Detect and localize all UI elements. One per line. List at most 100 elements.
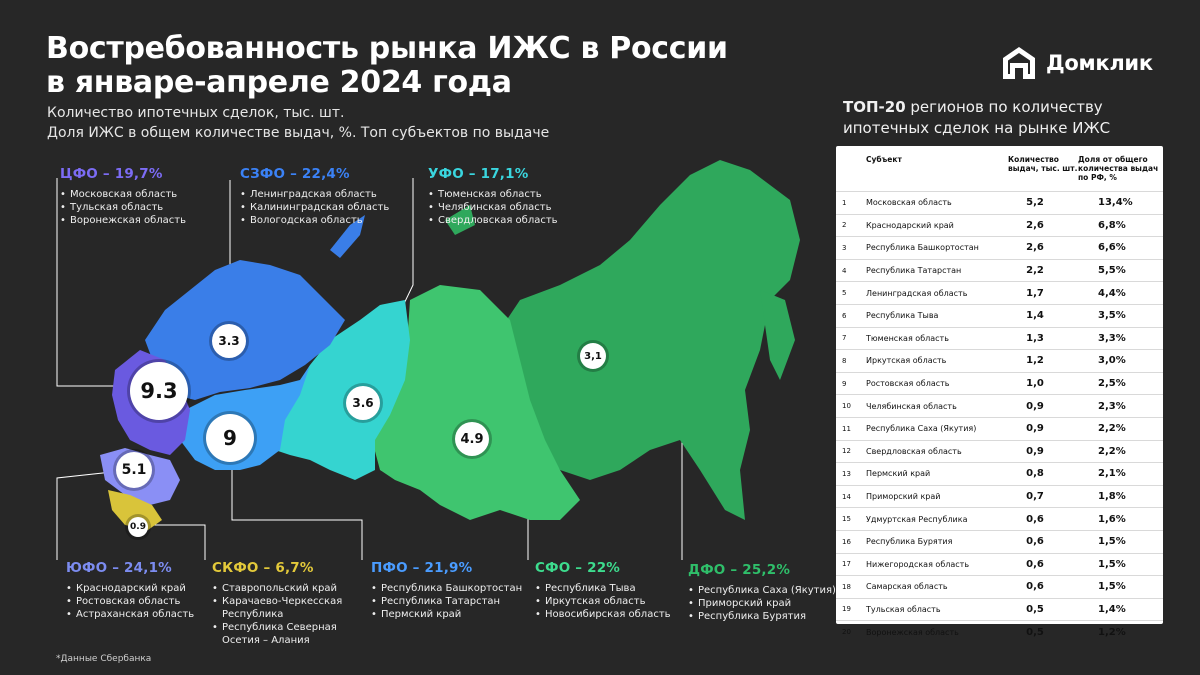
district-title: СФО – 22% [535, 560, 621, 576]
region-skfo [108, 490, 162, 530]
row-count: 1,0 [1026, 378, 1044, 390]
district-item: Карачаево-Черкесская Республика [212, 595, 362, 621]
badge-ufo: 3.6 [346, 386, 380, 420]
district-item: Иркутская область [535, 595, 671, 608]
row-number: 17 [842, 560, 851, 569]
header-share: Доля от общего количества выдач по РФ, % [1078, 155, 1159, 182]
badge-skfo: 0.9 [128, 517, 148, 537]
subtitle: Количество ипотечных сделок, тыс. шт. До… [47, 103, 549, 143]
row-subject: Воронежская область [866, 627, 959, 637]
row-share: 3,5% [1098, 310, 1126, 322]
row-count: 0,5 [1026, 603, 1044, 615]
badge-cfo: 9.3 [130, 362, 188, 420]
domclick-logo: Домклик [1000, 44, 1153, 82]
row-subject: Республика Башкортостан [866, 243, 979, 253]
badge-yufo: 5.1 [116, 452, 152, 488]
row-number: 9 [842, 379, 847, 388]
row-subject: Пермский край [866, 469, 931, 479]
top20-table: Субъект Количество выдач, тыс. шт. Доля … [836, 146, 1163, 638]
district-item: Республика Татарстан [371, 595, 522, 608]
subtitle-line-1: Количество ипотечных сделок, тыс. шт. [47, 105, 345, 121]
district-item: Республика Башкортостан [371, 582, 522, 595]
district-pfo: ПФО – 21,9% Республика Башкортостан Респ… [371, 560, 522, 621]
row-number: 18 [842, 582, 851, 591]
row-number: 3 [842, 243, 847, 252]
row-share: 4,4% [1098, 287, 1126, 299]
table-body: 1 Московская область 5,2 13,4% 2 Краснодарски… [836, 191, 1163, 643]
table-row: 12 Свердловская область 0,9 2,2% [836, 439, 1163, 463]
badge-pfo: 9 [206, 414, 254, 462]
table-row: 2 Краснодарский край 2,6 6,8% [836, 213, 1163, 237]
logo-text: Домклик [1046, 51, 1153, 75]
row-count: 0,6 [1026, 513, 1044, 525]
row-subject: Ленинградская область [866, 288, 968, 298]
district-item: Свердловская область [428, 214, 558, 227]
row-share: 1,6% [1098, 513, 1126, 525]
row-number: 16 [842, 537, 851, 546]
row-number: 7 [842, 334, 847, 343]
row-subject: Нижегородская область [866, 559, 970, 569]
row-share: 2,5% [1098, 378, 1126, 390]
row-count: 0,9 [1026, 423, 1044, 435]
row-count: 0,7 [1026, 491, 1044, 503]
row-subject: Республика Татарстан [866, 266, 962, 276]
district-sfo: СФО – 22% Республика Тыва Иркутская обла… [535, 560, 671, 621]
district-item: Республика Саха (Якутия) [688, 584, 836, 597]
table-title: ТОП-20 регионов по количеству ипотечных … [843, 97, 1173, 139]
district-yufo: ЮФО – 24,1% Краснодарский край Ростовска… [66, 560, 194, 621]
row-count: 5,2 [1026, 197, 1044, 209]
table-title-rest: регионов по количеству ипотечных сделок … [843, 98, 1111, 137]
row-subject: Свердловская область [866, 446, 962, 456]
table-row: 9 Ростовская область 1,0 2,5% [836, 371, 1163, 395]
row-count: 0,9 [1026, 400, 1044, 412]
row-share: 2,2% [1098, 423, 1126, 435]
district-item: Краснодарский край [66, 582, 194, 595]
region-dfo [500, 160, 800, 520]
row-count: 0,9 [1026, 445, 1044, 457]
row-number: 4 [842, 266, 847, 275]
region-szfo [145, 260, 345, 400]
row-subject: Республика Бурятия [866, 537, 953, 547]
row-number: 2 [842, 221, 847, 230]
region-ufo [275, 300, 410, 480]
row-subject: Самарская область [866, 582, 948, 592]
row-subject: Челябинская область [866, 401, 957, 411]
district-title: УФО – 17,1% [428, 166, 529, 182]
table-row: 7 Тюменская область 1,3 3,3% [836, 326, 1163, 350]
row-count: 0,6 [1026, 558, 1044, 570]
table-row: 14 Приморский край 0,7 1,8% [836, 484, 1163, 508]
district-title: ЦФО – 19,7% [60, 166, 163, 182]
table-row: 11 Республика Саха (Якутия) 0,9 2,2% [836, 416, 1163, 440]
table-title-bold: ТОП-20 [843, 98, 906, 116]
header-subject: Субъект [866, 155, 902, 164]
region-kamchatka [760, 290, 795, 380]
district-item: Тюменская область [428, 188, 558, 201]
district-item: Вологодская область [240, 214, 389, 227]
row-subject: Ростовская область [866, 379, 950, 389]
badge-szfo: 3.3 [212, 324, 246, 358]
row-number: 8 [842, 356, 847, 365]
row-number: 6 [842, 311, 847, 320]
district-item: Астраханская область [66, 608, 194, 621]
row-subject: Республика Саха (Якутия) [866, 424, 977, 434]
row-share: 3,3% [1098, 332, 1126, 344]
row-subject: Тульская область [866, 604, 941, 614]
row-subject: Удмуртская Республика [866, 514, 968, 524]
table-row: 16 Республика Бурятия 0,6 1,5% [836, 529, 1163, 553]
row-count: 1,2 [1026, 355, 1044, 367]
district-item: Ростовская область [66, 595, 194, 608]
row-count: 0,6 [1026, 581, 1044, 593]
house-logo-icon [1003, 47, 1035, 79]
row-number: 20 [842, 628, 851, 637]
table-row: 1 Московская область 5,2 13,4% [836, 191, 1163, 214]
district-skfo: СКФО – 6,7% Ставропольский край Карачаев… [212, 560, 362, 647]
district-item: Республика Тыва [535, 582, 671, 595]
row-share: 6,8% [1098, 219, 1126, 231]
subtitle-line-2: Доля ИЖС в общем количестве выдач, %. То… [47, 125, 550, 141]
district-dfo: ДФО – 25,2% Республика Саха (Якутия) При… [688, 562, 836, 623]
row-number: 14 [842, 492, 851, 501]
row-share: 2,2% [1098, 445, 1126, 457]
row-count: 2,6 [1026, 219, 1044, 231]
row-count: 2,6 [1026, 242, 1044, 254]
row-number: 19 [842, 605, 851, 614]
